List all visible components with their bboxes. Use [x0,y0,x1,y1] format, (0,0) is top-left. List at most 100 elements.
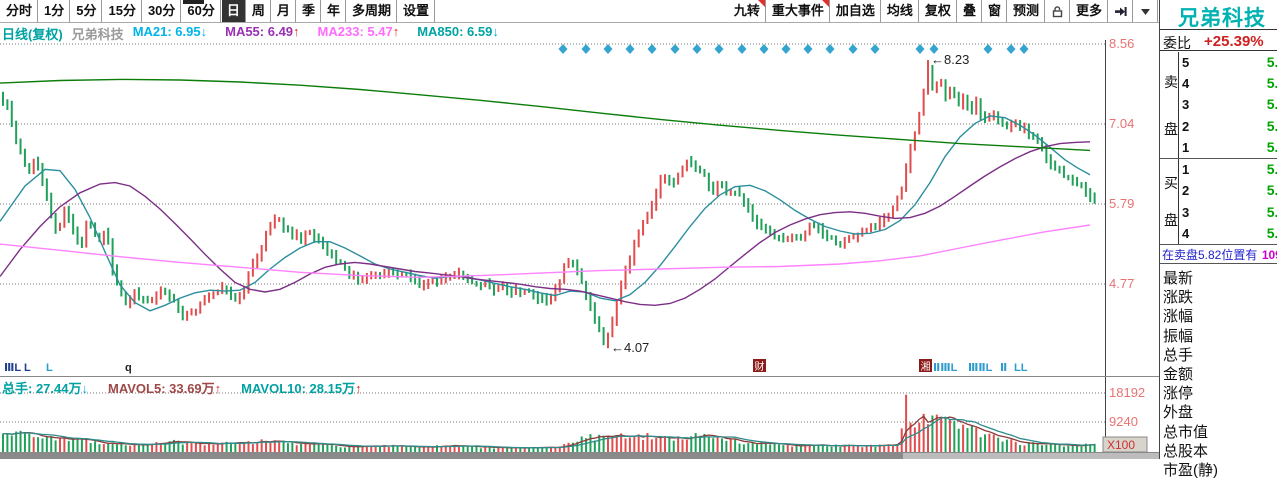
volume-bar [519,448,522,452]
event-marker-text[interactable]: ⅢⅡL [968,362,993,374]
candle-bar [273,214,276,229]
period-button-分时[interactable]: 分时 [0,0,39,22]
tool-button-lock[interactable] [1044,0,1070,22]
tool-button-更多[interactable]: 更多 [1069,0,1108,22]
candle-bar [238,292,241,305]
volume-bar [984,434,987,452]
event-marker-text[interactable]: ⅡⅢL [933,362,958,374]
volume-bar [878,444,881,452]
toolbar: 分时 1分 5分 15分 30分 60分日周月季年多周期 设置 九转 重大事件 加自选 均线 复权叠… [0,0,1159,23]
horizontal-scrollbar[interactable] [0,453,1159,459]
candle-bar [115,264,118,286]
volume-bar [457,445,460,452]
scrollbar-thumb[interactable] [0,453,903,459]
tool-button-复权[interactable]: 复权 [918,0,957,22]
period-button-60分[interactable]: 60分 [181,0,221,22]
period-button-设置[interactable]: 设置 [396,0,435,22]
event-marker-text[interactable]: L [24,362,31,374]
tool-button-窗[interactable]: 窗 [981,0,1007,22]
sell-row-2[interactable]: 25.76 [1179,116,1277,137]
candle-bar [734,190,737,196]
volume-bar [694,433,697,452]
candle-bar [32,158,35,175]
candle-bar [935,81,938,94]
stat-value: 5.75 [1194,267,1277,284]
period-button-30分[interactable]: 30分 [141,0,182,22]
candle-bar [493,284,496,296]
volume-bar [449,445,452,452]
candle-bar [856,232,859,243]
candle-bar [1041,137,1044,152]
event-marker-text[interactable]: q [125,362,132,374]
period-button-15分[interactable]: 15分 [102,0,142,22]
volume-bar [396,446,399,452]
candle-bar [159,286,162,300]
candle-bar [365,272,368,284]
tool-button-九转[interactable]: 九转 [727,0,766,22]
event-marker-text[interactable]: ⅢL [4,362,21,374]
candle-bar [725,181,728,196]
tool-button-均线[interactable]: 均线 [880,0,919,22]
sell-row-4[interactable]: 45.78 [1179,73,1277,94]
sell-row-1[interactable]: 15.75 [1179,137,1277,158]
tool-button-goto-end[interactable] [1108,0,1133,22]
candle-bar [659,174,662,199]
period-button-1分[interactable]: 1分 [38,0,71,22]
tool-button-caret-down[interactable] [1133,0,1158,22]
volume-bar [177,440,180,452]
buy-row-1[interactable]: 15.74 [1179,159,1277,180]
candle-bar [85,220,88,248]
volume-bar [273,440,276,452]
sell-row-5[interactable]: 55.79 [1179,52,1277,73]
candle-bar [50,192,53,219]
candlestick-chart[interactable]: 8.56 7.04 5.79 4.77 18192 9240 X100 ←8.23 ←4.07 Ⅲ… [0,0,1159,459]
volume-bar [593,440,596,452]
candle-bar [251,258,254,277]
event-marker-text[interactable]: Ⅱ [1000,362,1007,374]
period-button-日[interactable]: 日 [220,0,246,22]
volume-bar [120,442,123,452]
candle-bar [646,211,649,225]
buy-row-2[interactable]: 25.73 [1179,180,1277,201]
event-marker-box[interactable] [919,359,932,372]
period-button-季[interactable]: 季 [295,0,321,22]
stat-label: 总手 [1163,346,1194,364]
tool-button-预测[interactable]: 预测 [1006,0,1045,22]
volume-bar [628,437,631,452]
period-button-5分[interactable]: 5分 [70,0,103,22]
volume-bar [896,444,899,452]
candle-bar [409,269,412,283]
sell-row-3[interactable]: 35.77 [1179,94,1277,115]
weibi-value: +25.39% [1204,33,1264,50]
period-button-周[interactable]: 周 [245,0,271,22]
period-button-月[interactable]: 月 [270,0,296,22]
candle-bar [418,274,421,288]
candle-bar [633,239,636,266]
candle-bar [751,204,754,222]
volume-bar [387,446,390,452]
candle-bar [598,316,601,333]
tool-button-加自选[interactable]: 加自选 [829,0,881,22]
event-marker-box[interactable] [753,359,766,372]
buy-row-3[interactable]: 35.72 [1179,202,1277,223]
candle-bar [821,222,824,239]
sell-price: 5.79 [1266,54,1277,70]
event-marker-text[interactable]: L [46,362,53,374]
tool-button-重大事件[interactable]: 重大事件 [765,0,830,22]
period-button-多周期[interactable]: 多周期 [345,0,397,22]
candle-bar [874,223,877,231]
volume-bar [308,444,311,452]
tool-button-叠[interactable]: 叠 [956,0,982,22]
buy-row-4[interactable]: 45.71 [1179,223,1277,244]
candle-bar [878,216,881,232]
candle-bar [497,283,500,292]
stat-label: 总市值 [1163,423,1209,441]
volume-bar [558,446,561,452]
sell-price: 5.76 [1266,117,1277,134]
event-diamond-icon [803,44,813,54]
candle-bar [940,78,943,87]
volume-bar [905,394,908,452]
volume-bar [133,444,136,452]
period-button-年[interactable]: 年 [320,0,346,22]
event-marker-text[interactable]: LL [1014,362,1028,374]
